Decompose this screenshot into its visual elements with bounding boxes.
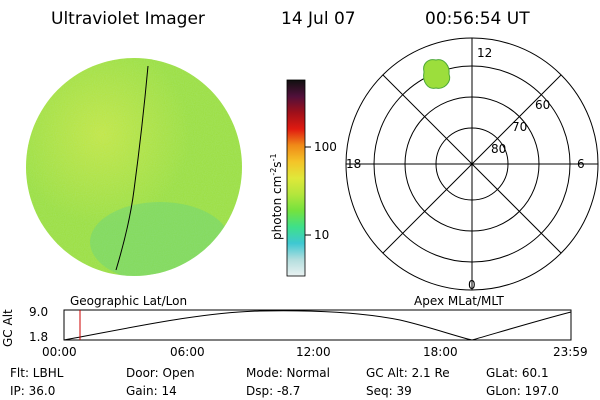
geographic-label: Geographic Lat/Lon [70,294,188,308]
earth-disk-image [26,58,242,276]
colorbar-tick-10: 10 [314,228,330,242]
auroral-patch [423,59,451,89]
info-gain: Gain: 14 [126,384,177,398]
image-time: 00:56:54 UT [425,9,530,29]
info-seq: Seq: 39 [366,384,412,398]
terminator-line [115,65,149,271]
y-tick-9: 9.0 [29,305,49,319]
colorbar [286,79,311,277]
apex-label: Apex MLat/MLT [414,294,504,308]
y-tick-1-8: 1.8 [29,330,49,344]
lat-label-80: 80 [491,142,507,156]
lat-label-60: 60 [535,98,551,112]
info-ip: IP: 36.0 [10,384,56,398]
mlt-label-18: 18 [346,157,362,171]
x-tick-1800: 18:00 [423,345,458,359]
mlt-label-12: 12 [477,46,493,60]
instrument-title: Ultraviolet Imager [51,9,205,29]
info-glat: GLat: 60.1 [486,366,549,380]
info-mode: Mode: Normal [246,366,330,380]
altitude-curve [63,310,572,341]
x-tick-0000: 00:00 [42,345,77,359]
info-dsp: Dsp: -8.7 [246,384,301,398]
info-door: Door: Open [126,366,195,380]
x-tick-0600: 06:00 [170,345,205,359]
altitude-timeline [63,309,572,341]
info-glon: GLon: 197.0 [486,384,559,398]
info-filter: Flt: LBHL [10,366,64,380]
image-date: 14 Jul 07 [281,9,356,29]
mlt-label-6: 6 [577,157,585,171]
x-tick-1200: 12:00 [296,345,331,359]
mlt-label-0: 0 [468,278,476,292]
colorbar-tick-100: 100 [314,140,337,154]
x-tick-2359: 23:59 [553,345,588,359]
lat-label-70: 70 [512,120,528,134]
colorbar-label: photon cm-2s-1 [269,153,284,240]
timeline-ylabel: GC Alt [1,309,15,347]
polar-plot [345,37,599,291]
info-gc-alt: GC Alt: 2.1 Re [366,366,450,380]
